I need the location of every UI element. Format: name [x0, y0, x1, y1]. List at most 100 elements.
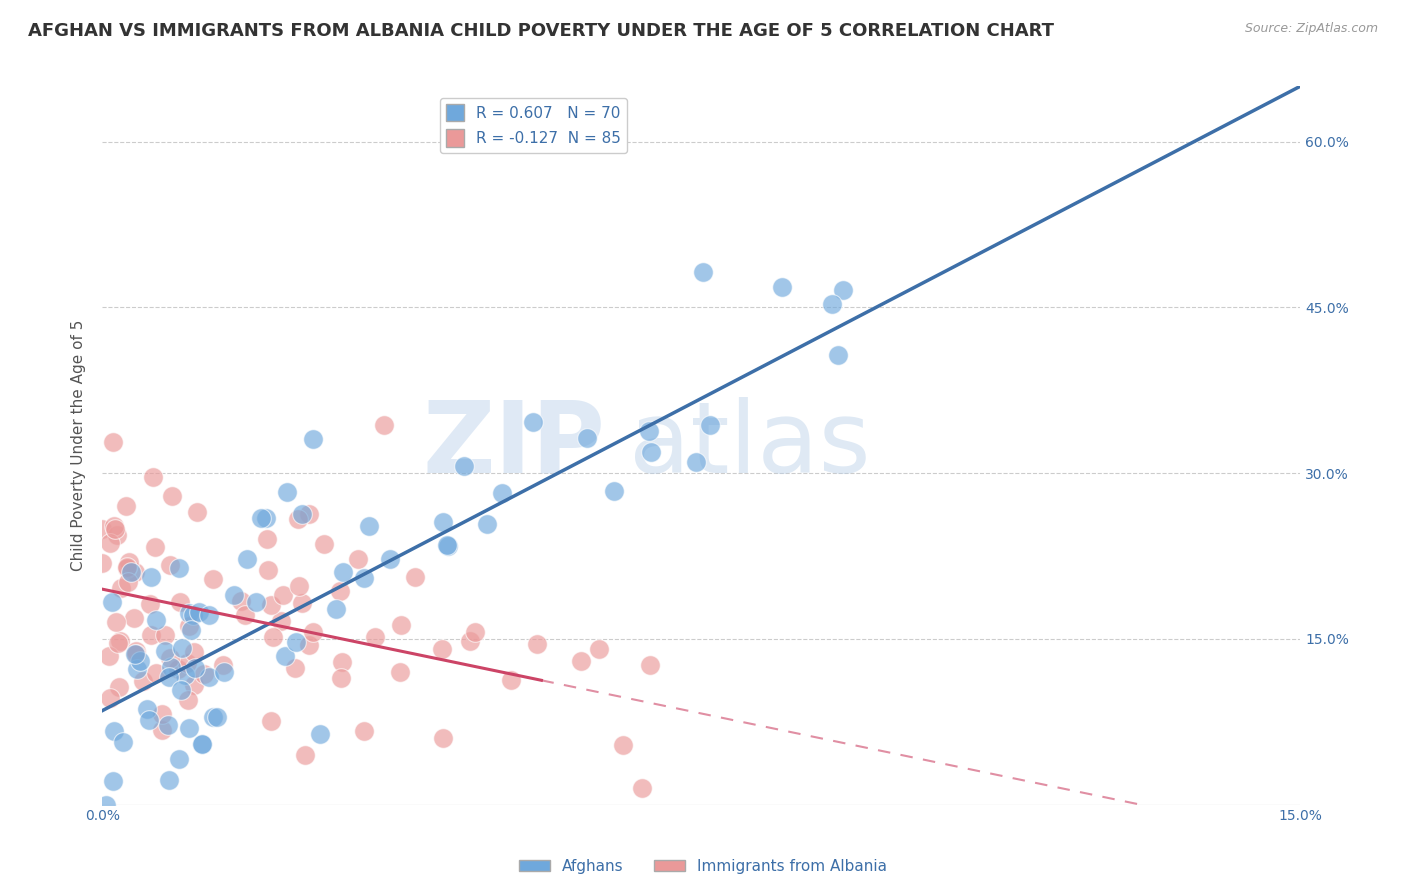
Text: ZIP: ZIP	[422, 397, 606, 494]
Point	[475, 516, 498, 531]
Point	[231, 593, 253, 607]
Point	[821, 297, 844, 311]
Point	[181, 608, 204, 623]
Point	[117, 561, 139, 575]
Point	[224, 588, 246, 602]
Point	[97, 649, 120, 664]
Point	[197, 670, 219, 684]
Point	[145, 613, 167, 627]
Point	[191, 737, 214, 751]
Point	[631, 780, 654, 795]
Point	[301, 624, 323, 639]
Point	[314, 537, 336, 551]
Point	[155, 627, 177, 641]
Point	[143, 540, 166, 554]
Point	[373, 418, 395, 433]
Point	[274, 649, 297, 664]
Point	[270, 614, 292, 628]
Point	[193, 667, 215, 681]
Point	[346, 551, 368, 566]
Point	[176, 656, 198, 670]
Point	[117, 574, 139, 589]
Point	[160, 489, 183, 503]
Point	[325, 602, 347, 616]
Point	[453, 459, 475, 474]
Point	[186, 505, 208, 519]
Point	[111, 735, 134, 749]
Point	[183, 678, 205, 692]
Point	[603, 483, 626, 498]
Point	[233, 607, 256, 622]
Point	[638, 657, 661, 672]
Point	[285, 635, 308, 649]
Point	[260, 598, 283, 612]
Point	[157, 772, 180, 787]
Y-axis label: Child Poverty Under the Age of 5: Child Poverty Under the Age of 5	[72, 320, 86, 571]
Point	[256, 532, 278, 546]
Point	[831, 283, 853, 297]
Point	[122, 611, 145, 625]
Point	[167, 662, 190, 676]
Point	[827, 348, 849, 362]
Point	[202, 573, 225, 587]
Point	[124, 565, 146, 579]
Point	[388, 665, 411, 679]
Point	[191, 737, 214, 751]
Point	[699, 417, 721, 432]
Point	[404, 569, 426, 583]
Point	[101, 595, 124, 609]
Point	[177, 606, 200, 620]
Point	[685, 455, 707, 469]
Point	[294, 747, 316, 762]
Point	[180, 623, 202, 637]
Point	[526, 637, 548, 651]
Point	[115, 499, 138, 513]
Point	[177, 721, 200, 735]
Point	[150, 707, 173, 722]
Point	[125, 662, 148, 676]
Legend: Afghans, Immigrants from Albania: Afghans, Immigrants from Albania	[513, 853, 893, 880]
Point	[257, 563, 280, 577]
Point	[205, 710, 228, 724]
Point	[378, 552, 401, 566]
Point	[117, 555, 139, 569]
Point	[612, 738, 634, 752]
Point	[167, 752, 190, 766]
Point	[389, 618, 412, 632]
Text: Source: ZipAtlas.com: Source: ZipAtlas.com	[1244, 22, 1378, 36]
Point	[212, 657, 235, 672]
Point	[104, 522, 127, 536]
Point	[262, 631, 284, 645]
Point	[103, 724, 125, 739]
Point	[157, 670, 180, 684]
Point	[159, 558, 181, 572]
Point	[117, 560, 139, 574]
Point	[569, 654, 592, 668]
Point	[436, 539, 458, 553]
Point	[359, 518, 381, 533]
Point	[110, 582, 132, 596]
Point	[159, 651, 181, 665]
Point	[179, 619, 201, 633]
Point	[101, 773, 124, 788]
Point	[153, 644, 176, 658]
Point	[330, 671, 353, 685]
Point	[291, 596, 314, 610]
Point	[103, 519, 125, 533]
Point	[105, 528, 128, 542]
Point	[432, 515, 454, 529]
Point	[332, 566, 354, 580]
Point	[284, 661, 307, 675]
Point	[132, 673, 155, 688]
Point	[108, 681, 131, 695]
Point	[188, 605, 211, 619]
Point	[138, 714, 160, 728]
Point	[432, 731, 454, 746]
Point	[214, 665, 236, 679]
Point	[288, 579, 311, 593]
Point	[98, 691, 121, 706]
Point	[98, 535, 121, 549]
Point	[183, 645, 205, 659]
Point	[499, 673, 522, 687]
Point	[458, 634, 481, 648]
